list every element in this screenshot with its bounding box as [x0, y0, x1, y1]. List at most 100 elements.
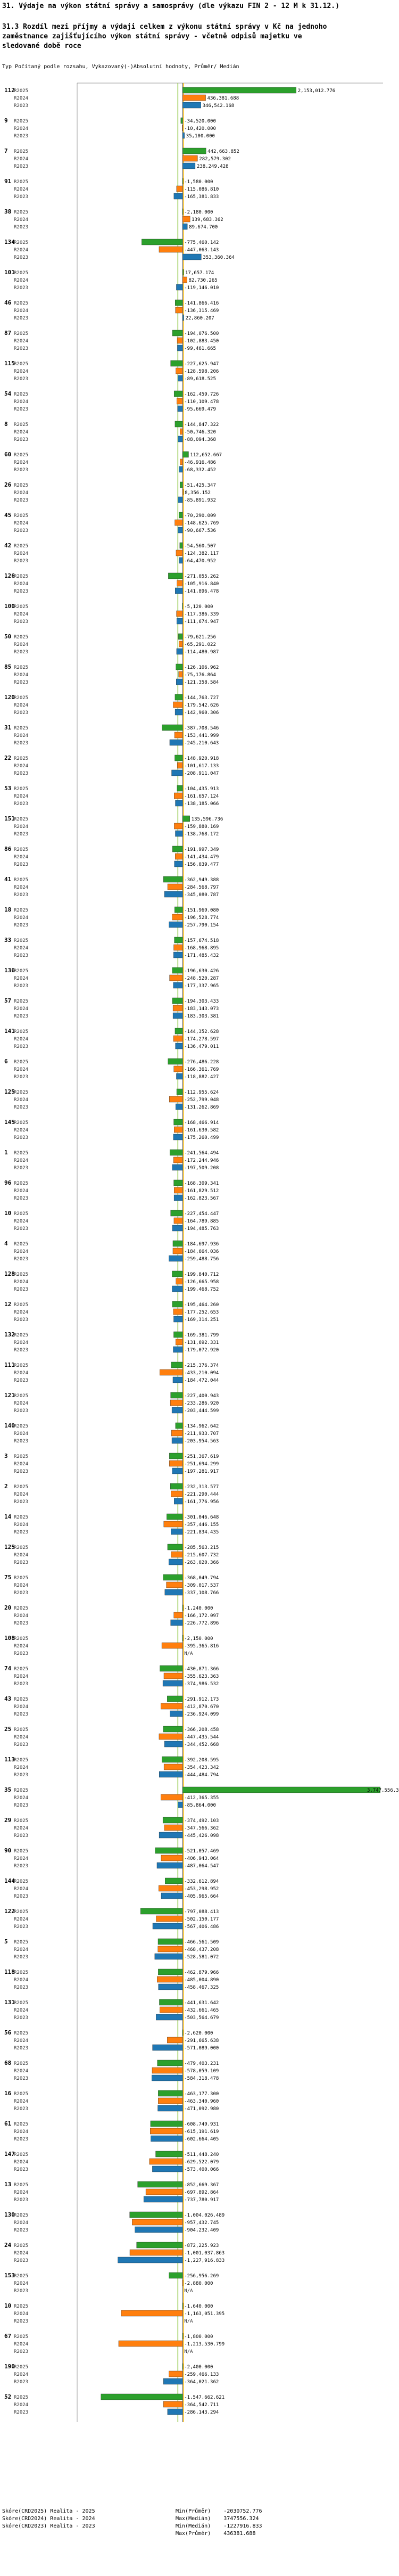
- year-label: R2025: [14, 362, 28, 367]
- data-label: -119,146.010: [184, 285, 219, 291]
- bar-rok-2024: [182, 94, 206, 101]
- year-label: R2023: [14, 1044, 28, 1049]
- data-label: -215,376.374: [184, 1363, 219, 1368]
- category-label: 145: [4, 1119, 15, 1126]
- year-label: R2024: [14, 1067, 28, 1072]
- year-label: R2024: [14, 2069, 28, 2074]
- category-label: 153: [4, 2272, 15, 2279]
- data-label: N/A: [184, 2349, 193, 2355]
- year-label: R2025: [14, 240, 28, 245]
- year-label: R2023: [14, 1317, 28, 1323]
- year-label: R2023: [14, 589, 28, 594]
- data-label: -468,437.208: [184, 1947, 219, 1952]
- year-label: R2024: [14, 1006, 28, 1012]
- year-label: R2024: [14, 1978, 28, 1983]
- data-label: -309,017.537: [184, 1583, 219, 1588]
- data-label: -85,891.932: [184, 498, 216, 503]
- data-label: -141,866.416: [184, 301, 219, 306]
- bar-rok-2023: [176, 1103, 183, 1110]
- year-label: R2025: [14, 1363, 28, 1368]
- data-label: -347,566.362: [184, 1826, 219, 1831]
- bar-rok-2023: [169, 1558, 183, 1565]
- data-label: -357,446.155: [184, 1522, 219, 1528]
- bar-rok-2025: [182, 451, 189, 458]
- year-label: R2023: [14, 680, 28, 685]
- bar-rok-2024: [176, 1339, 183, 1346]
- year-label: R2024: [14, 1431, 28, 1437]
- data-label: -10,420.000: [184, 126, 216, 132]
- bar-rok-2023: [159, 1832, 183, 1839]
- category-label: 20: [4, 1604, 11, 1611]
- bar-rok-2025: [182, 2029, 184, 2036]
- bar-rok-2025: [170, 1483, 183, 1490]
- bar-rok-2024: [174, 823, 183, 830]
- data-label: -1,001,037.863: [184, 2251, 225, 2256]
- bar-rok-2023: [182, 132, 185, 139]
- year-label: R2025: [14, 999, 28, 1004]
- data-label: -904,232.409: [184, 2228, 219, 2233]
- data-label: -344,452.668: [184, 1742, 219, 1748]
- data-label: -5,120.000: [184, 604, 213, 610]
- year-label: R2024: [14, 2038, 28, 2044]
- category-label: 16: [4, 2090, 12, 2097]
- category-label: 141: [4, 1028, 15, 1035]
- year-label: R2023: [14, 1681, 28, 1687]
- year-label: R2023: [14, 1074, 28, 1080]
- year-label: R2023: [14, 528, 28, 534]
- year-label: R2024: [14, 339, 28, 344]
- bar-rok-2023: [143, 2196, 183, 2203]
- bar-rok-2025: [155, 2151, 183, 2157]
- bar-rok-2024: [145, 2188, 183, 2195]
- data-label: -171,485.432: [184, 953, 219, 958]
- year-label: R2024: [14, 96, 28, 101]
- category-label: 7: [4, 147, 8, 154]
- bar-rok-2025: [172, 846, 183, 852]
- year-label: R2024: [14, 278, 28, 283]
- data-label: -430,871.366: [184, 1667, 219, 1672]
- data-label: -503,564.679: [184, 2015, 219, 2021]
- bar-rok-2023: [164, 1741, 183, 1748]
- year-label: R2023: [14, 862, 28, 867]
- chart-title: 31.3 Rozdíl mezi příjmy a výdaji celkem …: [2, 23, 327, 50]
- data-label: -184,664.036: [184, 1249, 219, 1254]
- data-label: -291,912.173: [184, 1697, 219, 1702]
- bar-rok-2024: [173, 1065, 183, 1072]
- year-label: R2024: [14, 2099, 28, 2104]
- data-label: -196,630.426: [184, 969, 219, 974]
- data-label: -144,763.727: [184, 695, 219, 701]
- bar-rok-2024: [182, 2279, 184, 2286]
- data-label: -433,210.094: [184, 1371, 219, 1376]
- data-label: -957,432.745: [184, 2220, 219, 2226]
- data-label: -528,581.072: [184, 1955, 219, 1960]
- category-label: 151: [4, 815, 15, 822]
- data-label: -2,150.000: [184, 1636, 213, 1642]
- data-label: -284,568.797: [184, 885, 219, 890]
- data-label: -697,892.864: [184, 2190, 219, 2195]
- bar-rok-2024: [177, 398, 183, 405]
- data-label: -573,400.066: [184, 2167, 219, 2172]
- data-label: -142,960.306: [184, 710, 219, 716]
- year-label: R2023: [14, 1955, 28, 1960]
- bar-rok-2023: [152, 2044, 183, 2051]
- year-label: R2025: [14, 2243, 28, 2249]
- data-label: 82,730.265: [188, 278, 217, 283]
- legend-stats: Min(Průměr) -2030752.776 Max(Medián) 374…: [176, 2508, 272, 2538]
- year-label: R2023: [14, 2015, 28, 2021]
- bar-rok-2023: [175, 587, 183, 594]
- data-label: -1,227,916.833: [184, 2258, 225, 2263]
- year-label: R2024: [14, 187, 28, 192]
- bar-rok-2025: [168, 572, 183, 579]
- bar-rok-2025: [170, 1149, 183, 1156]
- data-label: 436,381.688: [207, 96, 239, 101]
- data-label: -252,799.048: [184, 1097, 219, 1103]
- data-label: -1,800.000: [184, 2334, 213, 2340]
- year-label: R2024: [14, 1704, 28, 1710]
- data-label: -521,057.469: [184, 1849, 219, 1854]
- year-label: R2024: [14, 2251, 28, 2256]
- year-label: R2024: [14, 1340, 28, 1346]
- data-label: -462,879.966: [184, 1970, 219, 1975]
- bar-rok-2025: [155, 1847, 183, 1854]
- data-label: -114,480.987: [184, 650, 219, 655]
- bar-rok-2023: [172, 1012, 183, 1019]
